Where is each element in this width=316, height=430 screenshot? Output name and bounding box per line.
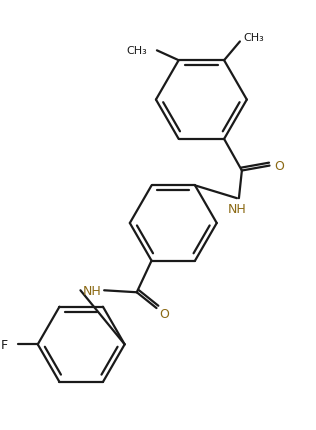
- Text: NH: NH: [228, 202, 246, 215]
- Text: F: F: [1, 338, 8, 351]
- Text: O: O: [275, 160, 284, 173]
- Text: O: O: [160, 308, 169, 321]
- Text: CH₃: CH₃: [244, 32, 264, 43]
- Text: NH: NH: [83, 284, 102, 297]
- Text: CH₃: CH₃: [126, 46, 147, 56]
